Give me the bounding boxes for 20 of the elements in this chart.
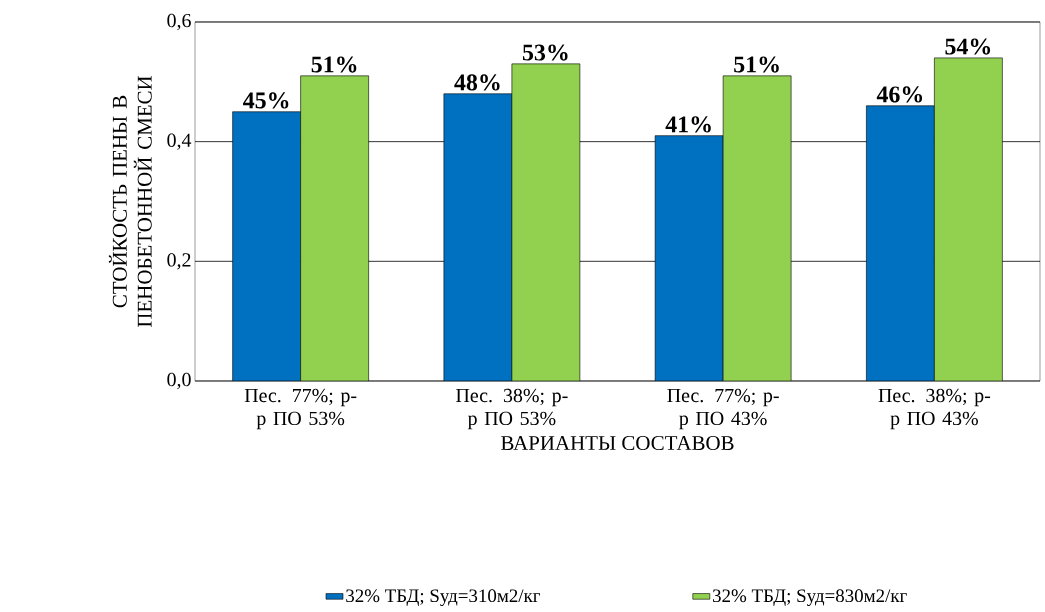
- y-tick-label: 0,6: [167, 13, 191, 31]
- x-tick-label: Пес. 77%; р-р ПО 43%: [667, 388, 779, 430]
- legend-label: 32% ТБД; Sуд=310м2/кг: [346, 589, 541, 607]
- data-label: 41%: [665, 116, 711, 133]
- y-tick-label: 0,0: [167, 372, 191, 390]
- x-tick-label: Пес. 38%; р-р ПО 43%: [878, 388, 991, 430]
- x-tick-label: Пес. 38%; р-р ПО 53%: [456, 388, 568, 430]
- x-tick-label: Пес. 77%; р-р ПО 53%: [244, 388, 357, 430]
- data-label: 45%: [243, 92, 289, 109]
- legend-label: 32% ТБД; Sуд=830м2/кг: [713, 589, 907, 607]
- data-label: 51%: [311, 56, 357, 73]
- y-tick-label: 0,2: [167, 253, 191, 270]
- y-tick-label: 0,4: [167, 133, 192, 150]
- data-label: 46%: [876, 86, 923, 103]
- data-label: 51%: [734, 56, 779, 73]
- x-axis-title: ВАРИАНТЫ СОСТАВОВ: [501, 436, 734, 451]
- data-label: 54%: [945, 38, 991, 55]
- data-label: 53%: [522, 44, 568, 61]
- data-label: 48%: [454, 74, 500, 91]
- y-axis-title: СТОЙКОСТЬ ПЕНЫ В ПЕНОБЕТОННОЙ СМЕСИ: [108, 75, 152, 328]
